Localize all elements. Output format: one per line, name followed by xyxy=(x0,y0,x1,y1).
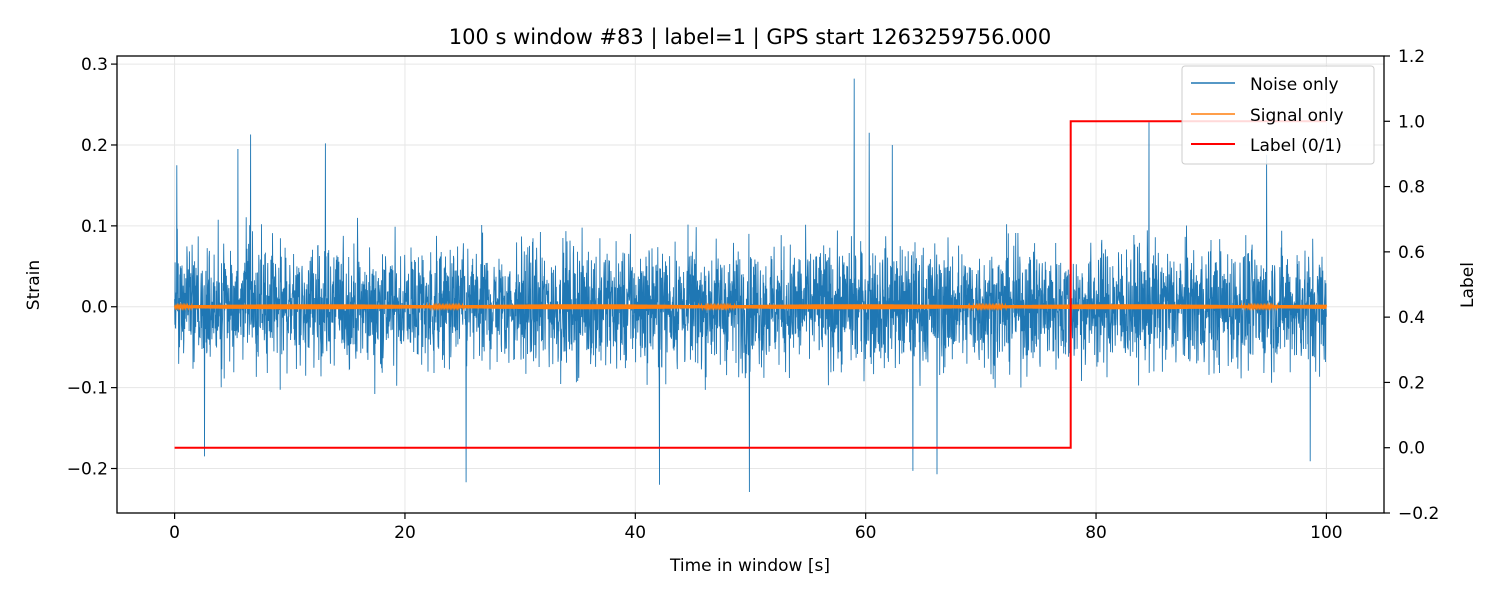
plot-frame xyxy=(116,55,1385,514)
y-tick-label: −0.2 xyxy=(67,460,108,480)
y2-tick-label: 0.4 xyxy=(1398,308,1425,328)
y2-tick-label: −0.2 xyxy=(1398,504,1439,524)
x-tick-label: 0 xyxy=(169,523,180,543)
y2-tick-label: 1.0 xyxy=(1398,112,1425,132)
legend-box xyxy=(1181,65,1375,165)
noise-series-line xyxy=(174,78,1327,493)
axes: 0 20 40 60 80 100 −0.2 −0.1 0.0 0.1 0.2 0.3 −0.2 0.0 0… xyxy=(67,47,1440,543)
x-tick-label: 60 xyxy=(855,523,877,543)
y-tick-label: −0.1 xyxy=(67,379,108,399)
y-tick-label: 0.1 xyxy=(81,217,108,237)
y2-tick-label: 0.2 xyxy=(1398,373,1425,393)
y2-tick-label: 0.0 xyxy=(1398,439,1425,459)
legend-label-noise: Noise only xyxy=(1250,75,1339,95)
x-tick-label: 100 xyxy=(1310,523,1342,543)
legend-label-signal: Signal only xyxy=(1250,106,1344,126)
x-axis-label: Time in window [s] xyxy=(669,556,830,576)
y2-tick-label: 0.6 xyxy=(1398,243,1425,263)
x-tick-label: 80 xyxy=(1085,523,1107,543)
y-axis-label: Strain xyxy=(24,260,44,310)
legend-label-label: Label (0/1) xyxy=(1250,136,1342,156)
signal-series-line xyxy=(173,302,1328,311)
y-tick-label: 0.3 xyxy=(81,55,108,75)
x-tick-label: 20 xyxy=(394,523,416,543)
legend: Noise only Signal only Label (0/1) xyxy=(1181,65,1375,165)
y-tick-label: 0.0 xyxy=(81,298,108,318)
x-tick-label: 40 xyxy=(624,523,646,543)
y2-axis-label: Label xyxy=(1458,262,1478,308)
chart-title: 100 s window #83 | label=1 | GPS start 1… xyxy=(449,25,1052,50)
y2-tick-label: 1.2 xyxy=(1398,47,1425,67)
y-tick-label: 0.2 xyxy=(81,136,108,156)
y2-tick-label: 0.8 xyxy=(1398,178,1425,198)
